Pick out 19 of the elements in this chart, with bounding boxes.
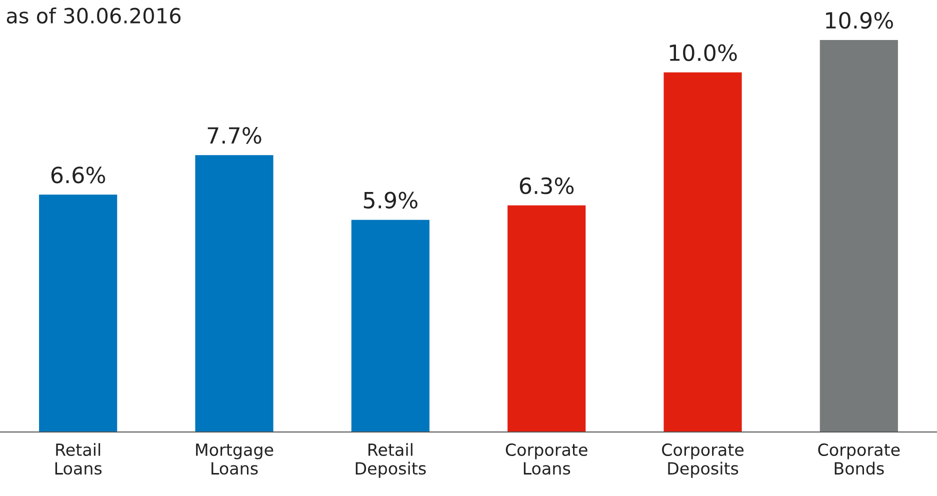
x-tick-label: Mortgage Loans bbox=[196, 444, 274, 475]
data-label: 10.9% bbox=[826, 12, 893, 29]
chart-title: as of 30.06.2016 bbox=[6, 7, 181, 24]
x-tick-label: Corporate Bonds bbox=[818, 443, 900, 475]
data-label: 5.9% bbox=[364, 192, 418, 209]
bar bbox=[39, 194, 118, 432]
bar bbox=[351, 220, 430, 432]
data-label: 7.7% bbox=[208, 127, 262, 144]
bar bbox=[508, 205, 586, 432]
data-label: 10.0% bbox=[670, 44, 737, 62]
x-tick-label: Corporate Loans bbox=[506, 443, 588, 475]
bar bbox=[195, 155, 274, 432]
data-label: 6.3% bbox=[520, 177, 574, 194]
data-label: 6.6% bbox=[51, 166, 106, 184]
bar bbox=[664, 72, 742, 432]
x-tick-label: Corporate Deposits bbox=[662, 443, 744, 478]
x-tick-label: Retail Loans bbox=[55, 443, 102, 475]
x-tick-label: Retail Deposits bbox=[356, 443, 426, 478]
bar bbox=[820, 40, 898, 432]
